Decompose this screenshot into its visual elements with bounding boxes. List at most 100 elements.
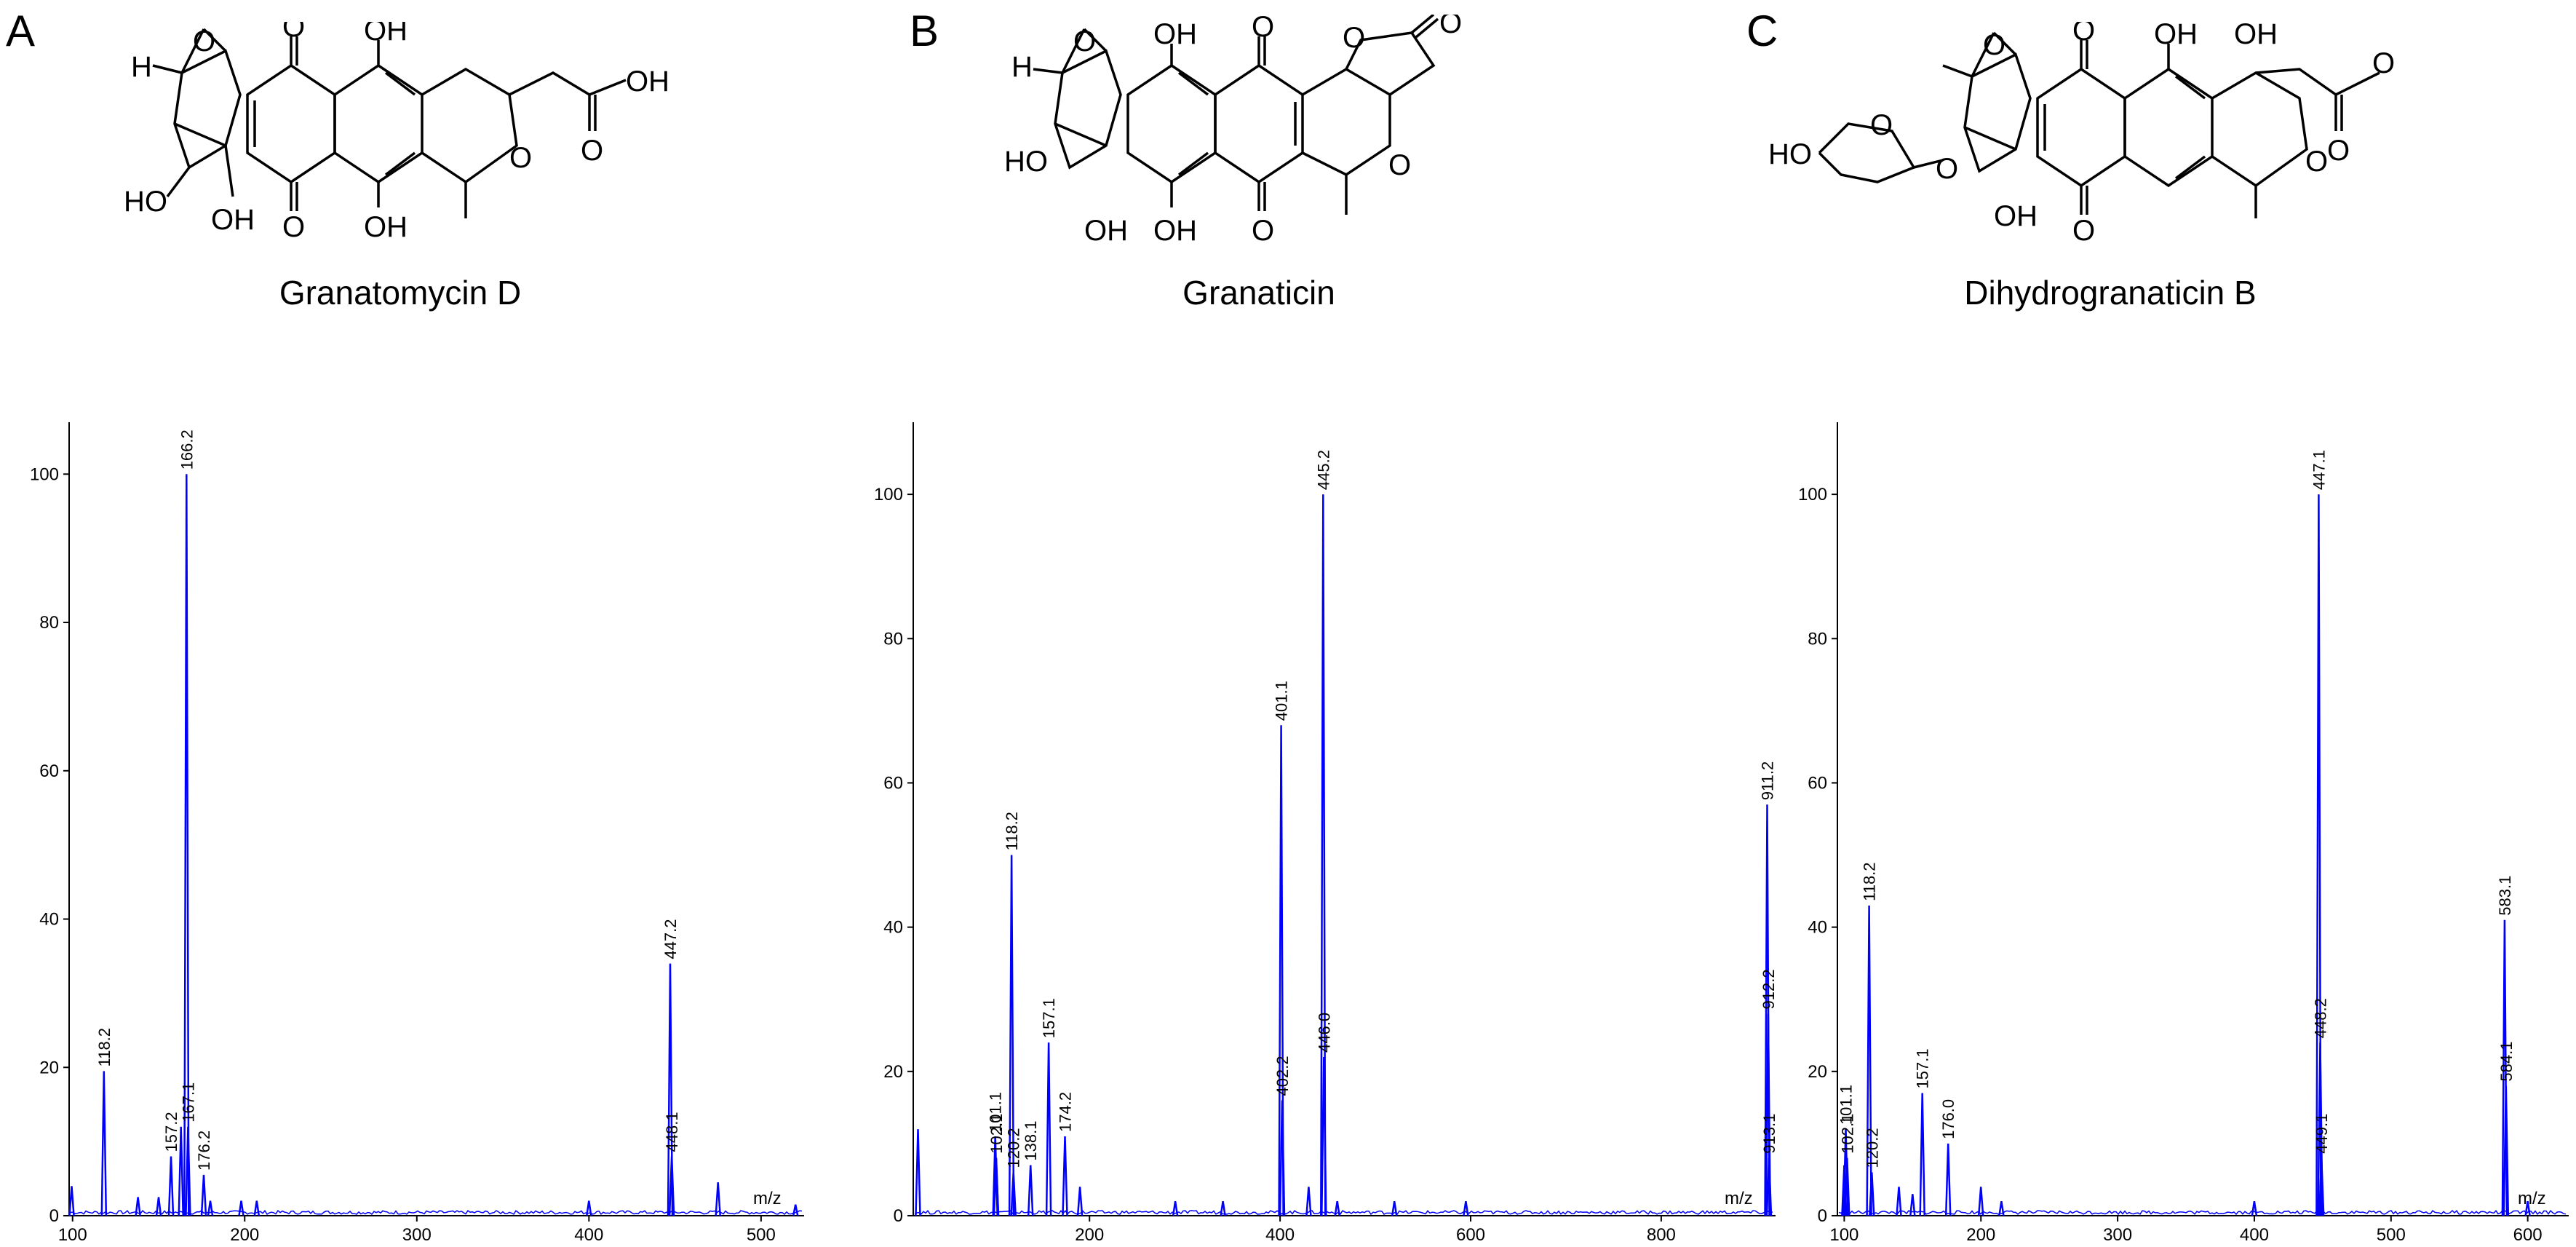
peak-label: 176.0 — [1939, 1099, 1957, 1139]
peak — [1320, 494, 1327, 1216]
x-tick-label: 200 — [230, 1225, 259, 1245]
peak-label: 120.2 — [1863, 1128, 1881, 1168]
label-quinone-o-bot: O — [2072, 215, 2095, 247]
panel-letter-c: C — [1746, 7, 1778, 55]
peak — [100, 1071, 108, 1216]
peak — [1977, 1187, 1984, 1216]
peak-label: 401.1 — [1273, 681, 1291, 721]
label-lactone-o: O — [1439, 15, 1462, 39]
peak-label: 445.2 — [1314, 450, 1332, 490]
peak-label: 447.1 — [2310, 450, 2328, 490]
baseline-noise — [914, 1210, 1773, 1216]
y-tick-label: 100 — [30, 464, 59, 484]
x-tick-label: 600 — [2513, 1225, 2543, 1245]
x-tick-label: 400 — [574, 1225, 603, 1245]
panel-letter-b: B — [910, 7, 939, 55]
peak — [1944, 1143, 1952, 1216]
y-tick-label: 60 — [1808, 773, 1827, 793]
peak — [993, 1157, 1000, 1216]
label-acid-oh: OH — [626, 66, 669, 98]
y-tick-label: 40 — [1808, 918, 1827, 938]
label-sugar-o: O — [1870, 109, 1893, 141]
peak-label: 118.2 — [1861, 862, 1879, 900]
peak — [2315, 494, 2322, 1216]
peak-label: 138.1 — [1022, 1121, 1040, 1161]
peak-label: 157.1 — [1040, 998, 1058, 1038]
compound-name-c: Dihydrogranaticin B — [1964, 274, 2257, 312]
y-tick-label: 40 — [883, 918, 903, 938]
label-epoxide-o: O — [1983, 29, 2005, 61]
peak — [1765, 1157, 1773, 1216]
peak — [200, 1174, 207, 1216]
peak — [2318, 1157, 2325, 1216]
peak — [238, 1200, 245, 1216]
y-tick-label: 0 — [894, 1206, 903, 1226]
label-ester-o1: O — [2327, 135, 2350, 167]
peak-label: 102.1 — [1838, 1114, 1856, 1154]
x-tick-label: 500 — [747, 1225, 776, 1245]
label-pyran-o: O — [1388, 149, 1411, 181]
structure-dihydrogranaticin-b: HO O O O O OH OH OH O O O O — [1768, 22, 2395, 247]
peak-label: 101.1 — [987, 1092, 1005, 1132]
peak — [1765, 1013, 1772, 1216]
peak — [1919, 1093, 1925, 1216]
label-quinone-o-bot: O — [282, 211, 305, 243]
label-oh-bot: OH — [364, 211, 408, 243]
peak — [715, 1182, 721, 1216]
y-tick-label: 20 — [883, 1062, 903, 1082]
peak — [1279, 1100, 1286, 1216]
peak — [185, 1126, 191, 1216]
y-tick-label: 60 — [39, 761, 59, 781]
peak-label: 583.1 — [2496, 876, 2514, 916]
peak-label: 120.2 — [1005, 1128, 1023, 1168]
x-tick-label: 200 — [1075, 1225, 1104, 1245]
label-oh-mid: OH — [211, 204, 255, 236]
peak-label: 447.2 — [661, 919, 680, 959]
structure-granaticin: H O OH O O O HO OH OH O O — [1004, 15, 1462, 247]
peak — [253, 1200, 261, 1216]
peak-label: 118.2 — [95, 1028, 114, 1066]
label-oh-top: OH — [364, 22, 408, 47]
label-sugar-ho: HO — [1768, 138, 1812, 170]
label-h: H — [1011, 51, 1033, 83]
peak-label: 402.2 — [1273, 1056, 1292, 1096]
peak — [135, 1197, 141, 1216]
y-tick-label: 100 — [874, 485, 903, 504]
peak — [1896, 1187, 1902, 1216]
y-tick-label: 40 — [39, 910, 59, 930]
peak — [207, 1200, 214, 1216]
peak — [1062, 1136, 1068, 1216]
label-acid-o: O — [581, 135, 603, 167]
y-tick-label: 100 — [1798, 485, 1827, 504]
peak — [1076, 1187, 1084, 1216]
structure-granatomycin-d: H O O OH O OH HO OH O O OH — [124, 22, 669, 243]
peak — [667, 963, 674, 1216]
peak-label: 912.2 — [1760, 969, 1778, 1009]
peak — [1909, 1194, 1916, 1216]
peak-label: 913.1 — [1760, 1114, 1778, 1154]
label-oh-bot: OH — [1153, 215, 1197, 247]
spectrum-panel-a: 0 20 40 60 80 100 100 200 300 400 500 m/z 118.2 157.2… — [30, 422, 804, 1245]
peak-label: 448.2 — [2312, 998, 2330, 1038]
baseline-noise — [1838, 1209, 2567, 1216]
peak — [1463, 1201, 1469, 1216]
label-glycoside-o: O — [1936, 153, 1958, 185]
label-oh-mid: OH — [1084, 215, 1128, 247]
peak — [183, 474, 190, 1216]
peak — [1391, 1201, 1398, 1216]
peak — [792, 1204, 799, 1216]
peak — [1844, 1157, 1850, 1216]
peak-label: 174.2 — [1057, 1092, 1075, 1132]
y-tick-label: 80 — [883, 629, 903, 649]
label-oh-top2: OH — [2234, 22, 2278, 50]
label-oh-mid: OH — [1994, 200, 2038, 232]
peak-label: 157.2 — [162, 1112, 180, 1152]
peak — [1334, 1201, 1340, 1216]
y-tick-label: 80 — [1808, 629, 1827, 649]
peak — [1869, 1172, 1875, 1216]
peak-label: 102.1 — [987, 1114, 1006, 1154]
peak — [1305, 1187, 1312, 1216]
x-tick-label: 300 — [2103, 1225, 2132, 1245]
label-h: H — [131, 51, 152, 83]
